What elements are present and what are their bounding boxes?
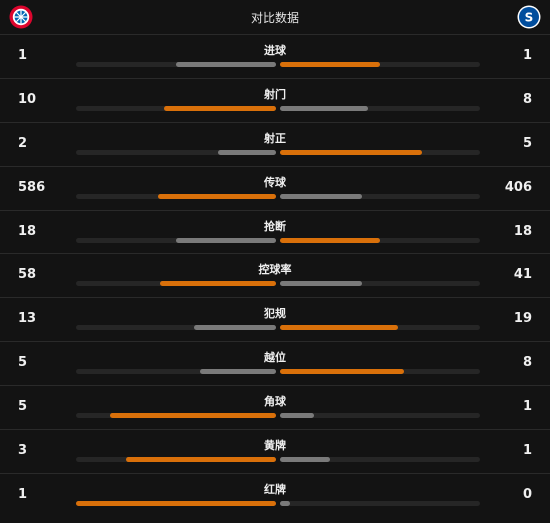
home-bar-track: [76, 105, 276, 111]
stat-label: 角球: [264, 395, 286, 409]
away-bar: [280, 62, 380, 67]
stats-header: 对比数据 S: [0, 0, 550, 35]
home-bar: [160, 281, 276, 287]
away-bar: [280, 325, 398, 331]
away-bar-track: [280, 149, 480, 155]
home-bar-track: [76, 62, 276, 67]
away-bar-track: [280, 62, 480, 67]
home-bar: [176, 237, 276, 243]
stat-row: 2 射正 5: [0, 123, 550, 167]
home-bar: [176, 62, 276, 67]
stat-label: 控球率: [258, 263, 292, 277]
away-value: 1: [522, 399, 532, 415]
away-bar-track: [280, 369, 480, 375]
stat-row: 13 犯规 19: [0, 298, 550, 343]
home-bar-track: [76, 500, 276, 506]
home-value: 5: [18, 399, 28, 415]
home-value: 10: [18, 91, 37, 107]
home-bar: [200, 369, 276, 375]
away-bar: [280, 237, 380, 243]
schalke-04-crest-icon: S: [517, 5, 541, 29]
away-value: 0: [522, 486, 532, 502]
away-bar-track: [280, 193, 480, 199]
stat-label: 射门: [264, 87, 286, 101]
home-value: 3: [18, 443, 28, 459]
home-value: 18: [18, 223, 37, 239]
bayern-munich-crest-icon: [9, 5, 33, 29]
home-bar-track: [76, 237, 276, 243]
home-value: 586: [18, 179, 46, 195]
stats-list: 1 进球 1 10 射门 8 2 射正 5 586 传球 406 18 抢断 18 58 控球率 41 13 犯规 19…: [0, 35, 550, 518]
away-bar-track: [280, 237, 480, 243]
home-bar-track: [76, 281, 276, 287]
away-bar: [280, 457, 330, 463]
away-value: 18: [513, 223, 532, 239]
stat-label: 抢断: [264, 219, 286, 233]
page-title: 对比数据: [250, 11, 299, 25]
home-value: 1: [18, 486, 28, 502]
away-bar-track: [280, 500, 480, 506]
away-value: 41: [513, 267, 532, 283]
away-bar-track: [280, 457, 480, 463]
away-value: 5: [522, 135, 532, 151]
away-value: 19: [513, 311, 532, 327]
stat-row: 18 抢断 18: [0, 211, 550, 255]
home-value: 58: [18, 267, 37, 283]
away-bar: [280, 105, 368, 111]
home-bar-track: [76, 369, 276, 375]
away-bar-track: [280, 413, 480, 419]
home-value: 2: [18, 135, 28, 151]
stat-label: 越位: [264, 351, 286, 365]
away-value: 8: [522, 355, 532, 371]
home-bar-track: [76, 193, 276, 199]
home-bar: [110, 413, 276, 419]
home-bar: [218, 149, 276, 155]
home-bar: [158, 193, 276, 199]
stat-row: 58 控球率 41: [0, 254, 550, 299]
home-bar: [164, 105, 276, 111]
stat-row: 586 传球 406: [0, 167, 550, 211]
stat-row: 1 红牌 0: [0, 474, 550, 518]
away-bar-track: [280, 281, 480, 287]
home-value: 1: [18, 48, 28, 63]
away-value: 8: [522, 91, 532, 107]
home-bar: [76, 500, 276, 506]
stat-label: 传球: [264, 175, 286, 189]
away-bar-track: [280, 105, 480, 111]
stat-row: 3 黄牌 1: [0, 430, 550, 474]
away-bar: [280, 281, 362, 287]
home-bar-track: [76, 457, 276, 463]
stat-row: 10 射门 8: [0, 79, 550, 123]
stat-label: 犯规: [264, 307, 286, 321]
away-value: 1: [522, 48, 532, 63]
away-value: 1: [522, 443, 532, 459]
stat-label: 进球: [264, 44, 286, 57]
home-value: 13: [18, 311, 37, 327]
stat-label: 黄牌: [264, 439, 286, 453]
home-bar: [126, 457, 276, 463]
home-bar-track: [76, 413, 276, 419]
away-bar-track: [280, 325, 480, 331]
stat-row: 5 越位 8: [0, 342, 550, 387]
stat-label: 射正: [264, 131, 286, 145]
away-bar: [280, 413, 314, 419]
home-value: 5: [18, 355, 28, 371]
away-value: 406: [504, 179, 532, 195]
home-bar: [194, 325, 276, 331]
stat-row: 1 进球 1: [0, 35, 550, 79]
home-bar-track: [76, 149, 276, 155]
svg-text:S: S: [525, 11, 534, 25]
stat-row: 5 角球 1: [0, 386, 550, 431]
stat-label: 红牌: [264, 482, 286, 496]
away-bar: [280, 369, 404, 375]
away-bar: [280, 149, 422, 155]
away-bar: [280, 500, 290, 506]
home-bar-track: [76, 325, 276, 331]
away-bar: [280, 193, 362, 199]
